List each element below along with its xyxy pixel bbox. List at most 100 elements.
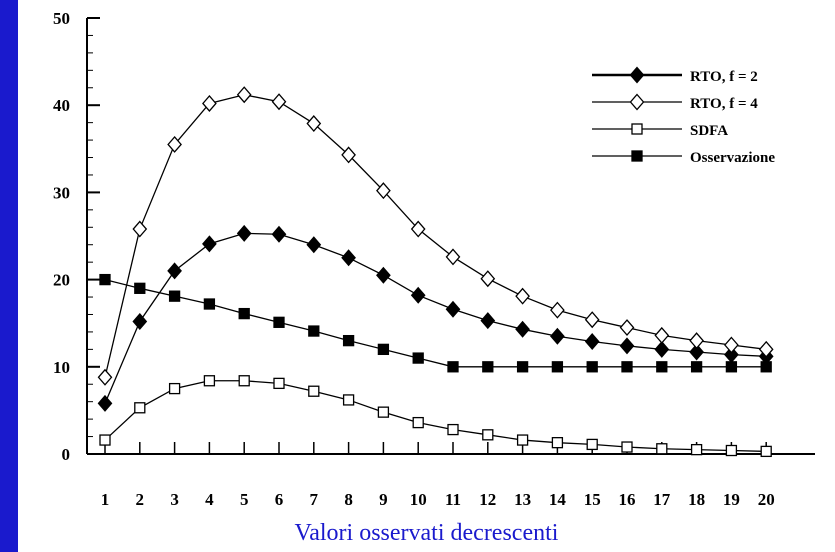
- data-point-rto-f2: [203, 236, 216, 251]
- legend-label: SDFA: [690, 123, 728, 139]
- data-point-rto-f2: [307, 237, 320, 252]
- data-point-rto-f4: [516, 289, 529, 304]
- x-tick-label: 9: [379, 490, 388, 509]
- y-tick-label: 40: [53, 96, 70, 115]
- data-point-rto-f2: [99, 396, 112, 411]
- data-point-sdfa: [344, 395, 354, 405]
- data-point-rto-f2: [273, 227, 286, 242]
- data-point-rto-f2: [586, 334, 599, 349]
- legend-label: RTO, f = 4: [690, 96, 758, 112]
- legend-marker: [631, 95, 644, 110]
- data-point-rto-f2: [621, 338, 634, 353]
- data-point-osservazione: [309, 326, 319, 336]
- data-point-osservazione: [692, 362, 702, 372]
- x-tick-label: 12: [479, 490, 496, 509]
- data-point-sdfa: [274, 378, 284, 388]
- data-point-sdfa: [761, 446, 771, 456]
- data-point-rto-f2: [551, 329, 564, 344]
- data-point-rto-f4: [447, 249, 460, 264]
- data-point-rto-f4: [551, 303, 564, 318]
- data-point-osservazione: [204, 299, 214, 309]
- data-point-sdfa: [100, 435, 110, 445]
- x-axis-label: Valori osservati decrescenti: [18, 520, 835, 547]
- x-tick-label: 17: [653, 490, 671, 509]
- data-point-rto-f4: [481, 271, 494, 286]
- data-point-rto-f2: [133, 314, 146, 329]
- data-point-osservazione: [448, 362, 458, 372]
- data-point-sdfa: [726, 446, 736, 456]
- data-point-sdfa: [448, 425, 458, 435]
- data-point-osservazione: [726, 362, 736, 372]
- x-tick-label: 18: [688, 490, 705, 509]
- data-point-sdfa: [483, 430, 493, 440]
- data-point-sdfa: [309, 386, 319, 396]
- data-point-rto-f2: [516, 322, 529, 337]
- data-point-osservazione: [552, 362, 562, 372]
- data-point-rto-f4: [586, 312, 599, 327]
- x-tick-label: 1: [101, 490, 110, 509]
- data-point-sdfa: [622, 442, 632, 452]
- x-tick-label: 15: [584, 490, 601, 509]
- data-point-sdfa: [552, 438, 562, 448]
- data-point-rto-f2: [377, 268, 390, 283]
- data-point-sdfa: [239, 376, 249, 386]
- data-point-osservazione: [483, 362, 493, 372]
- data-point-rto-f4: [307, 116, 320, 131]
- data-point-rto-f4: [133, 222, 146, 237]
- legend-marker: [632, 151, 642, 161]
- x-tick-label: 8: [344, 490, 353, 509]
- x-tick-label: 5: [240, 490, 249, 509]
- data-point-rto-f4: [725, 338, 738, 353]
- data-point-rto-f2: [447, 302, 460, 317]
- y-tick-label: 50: [53, 9, 70, 28]
- x-tick-label: 11: [445, 490, 461, 509]
- data-point-osservazione: [170, 291, 180, 301]
- data-point-rto-f4: [621, 320, 634, 335]
- data-point-sdfa: [378, 407, 388, 417]
- y-tick-label: 20: [53, 271, 70, 290]
- data-point-rto-f2: [412, 288, 425, 303]
- x-tick-label: 6: [275, 490, 284, 509]
- data-point-rto-f2: [168, 263, 181, 278]
- data-point-rto-f2: [238, 226, 251, 241]
- x-tick-label: 2: [136, 490, 145, 509]
- x-tick-label: 3: [170, 490, 179, 509]
- legend-marker: [632, 124, 642, 134]
- data-point-osservazione: [274, 317, 284, 327]
- x-tick-label: 7: [310, 490, 319, 509]
- legend-label: RTO, f = 2: [690, 69, 758, 85]
- data-point-rto-f4: [99, 370, 112, 385]
- data-point-osservazione: [135, 283, 145, 293]
- data-point-rto-f4: [273, 94, 286, 109]
- data-point-osservazione: [378, 344, 388, 354]
- data-point-sdfa: [657, 444, 667, 454]
- data-point-osservazione: [518, 362, 528, 372]
- data-point-sdfa: [413, 418, 423, 428]
- data-point-osservazione: [587, 362, 597, 372]
- x-tick-label: 13: [514, 490, 531, 509]
- legend-marker: [631, 68, 644, 83]
- y-tick-label: 30: [53, 183, 70, 202]
- series-line-sdfa: [105, 381, 766, 452]
- y-tick-label: 0: [62, 445, 71, 464]
- x-tick-label: 20: [758, 490, 775, 509]
- data-point-rto-f2: [342, 250, 355, 265]
- x-tick-label: 16: [619, 490, 636, 509]
- data-point-sdfa: [518, 435, 528, 445]
- legend-label: Osservazione: [690, 150, 775, 166]
- x-tick-label: 19: [723, 490, 740, 509]
- data-point-osservazione: [100, 275, 110, 285]
- x-tick-label: 10: [410, 490, 427, 509]
- data-point-osservazione: [657, 362, 667, 372]
- data-point-osservazione: [344, 336, 354, 346]
- series-line-osservazione: [105, 280, 766, 367]
- data-point-sdfa: [692, 445, 702, 455]
- data-point-osservazione: [622, 362, 632, 372]
- data-point-sdfa: [204, 376, 214, 386]
- y-tick-label: 10: [53, 358, 70, 377]
- data-point-sdfa: [170, 384, 180, 394]
- data-point-sdfa: [587, 439, 597, 449]
- data-point-rto-f4: [690, 333, 703, 348]
- data-point-osservazione: [413, 353, 423, 363]
